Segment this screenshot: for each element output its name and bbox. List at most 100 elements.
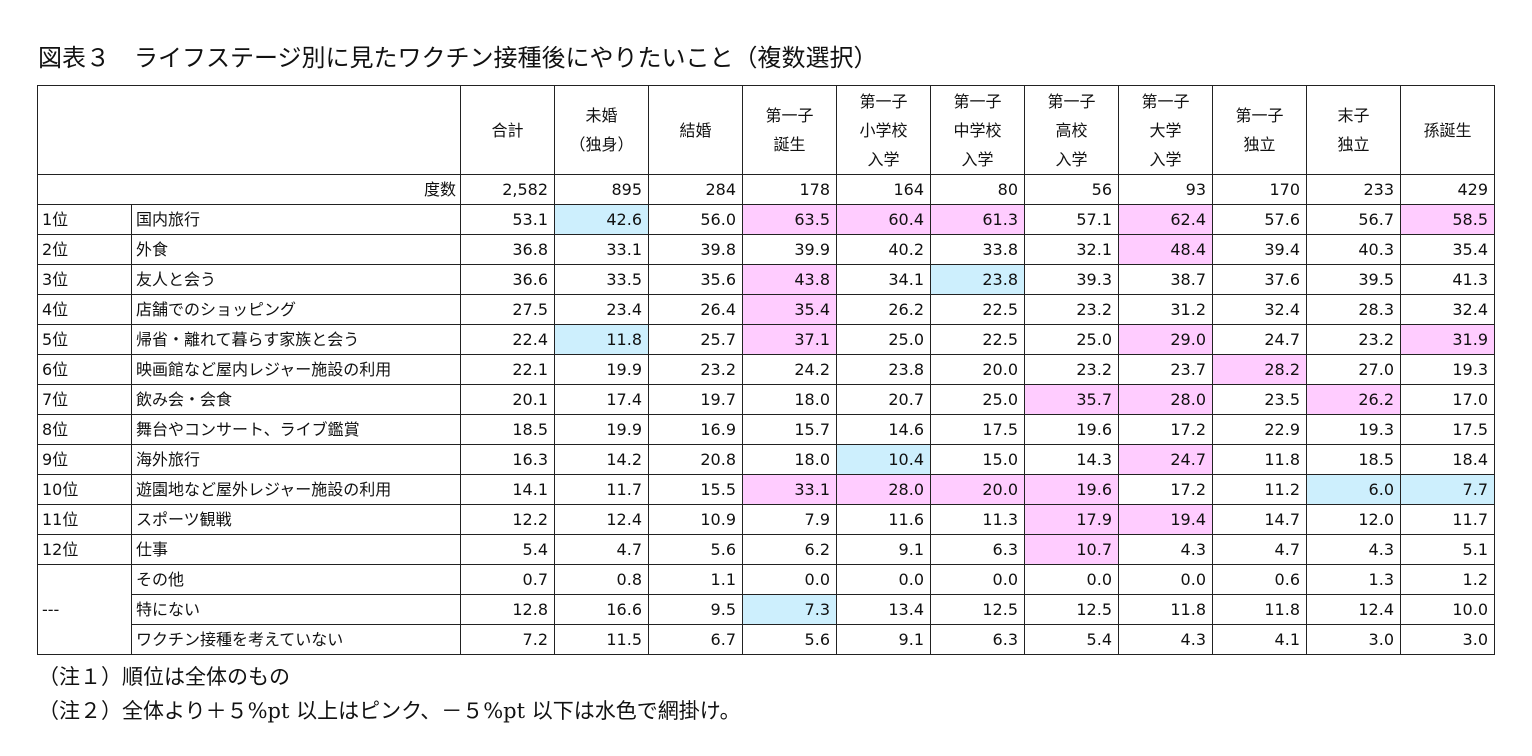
value-cell: 0.7 — [460, 564, 555, 595]
rank-cell: 8位 — [37, 414, 132, 445]
value-cell: 53.1 — [460, 204, 555, 235]
table-row: 6位 映画館など屋内レジャー施設の利用 22.1 19.9 23.2 24.2 23.8 20… — [37, 354, 1495, 385]
value-cell: 29.0 — [1118, 324, 1213, 355]
col-header-line: 入学 — [961, 149, 994, 169]
value-cell: 5.6 — [742, 624, 837, 655]
value-cell: 36.8 — [460, 234, 555, 265]
value-cell: 14.7 — [1212, 504, 1307, 535]
col-header: 第一子 独立 — [1212, 85, 1307, 175]
value-cell: 0.0 — [836, 564, 931, 595]
value-cell: 18.0 — [742, 444, 837, 475]
value-cell: 24.7 — [1118, 444, 1213, 475]
dosu-cell: 233 — [1306, 174, 1401, 205]
value-cell: 15.7 — [742, 414, 837, 445]
item-cell: ワクチン接種を考えていない — [131, 624, 461, 655]
rank-cell: 3位 — [37, 264, 132, 295]
value-cell: 15.5 — [648, 474, 743, 505]
col-header: 未婚 （独身） — [554, 85, 649, 175]
rank-cell: 12位 — [37, 534, 132, 565]
value-cell: 33.8 — [930, 234, 1025, 265]
value-cell: 12.0 — [1306, 504, 1401, 535]
value-cell: 17.2 — [1118, 414, 1213, 445]
value-cell: 14.3 — [1024, 444, 1119, 475]
rank-cell: 9位 — [37, 444, 132, 475]
item-cell: 海外旅行 — [131, 444, 461, 475]
item-cell: 仕事 — [131, 534, 461, 565]
value-cell: 56.7 — [1306, 204, 1401, 235]
item-cell: 飲み会・会食 — [131, 384, 461, 415]
value-cell: 19.3 — [1306, 414, 1401, 445]
dosu-cell: 164 — [836, 174, 931, 205]
table-row: 3位 友人と会う 36.6 33.5 35.6 43.8 34.1 23.8 39.3 38.7 3… — [37, 264, 1495, 295]
notes: （注１）順位は全体のもの （注２）全体より＋５%pt 以上はピンク、－５%pt … — [38, 660, 741, 728]
rank-cell: 4位 — [37, 294, 132, 325]
table-row: 12位 仕事 5.4 4.7 5.6 6.2 9.1 6.3 10.7 4.3 4.7 4.3 5.1 — [37, 534, 1495, 565]
value-cell: 12.4 — [1306, 594, 1401, 625]
value-cell: 17.5 — [1400, 414, 1495, 445]
value-cell: 14.1 — [460, 474, 555, 505]
col-header-line: 孫誕生 — [1423, 120, 1472, 140]
value-cell: 4.3 — [1118, 534, 1213, 565]
value-cell: 62.4 — [1118, 204, 1213, 235]
value-cell: 63.5 — [742, 204, 837, 235]
value-cell: 23.7 — [1118, 354, 1213, 385]
value-cell: 6.7 — [648, 624, 743, 655]
value-cell: 23.5 — [1212, 384, 1307, 415]
value-cell: 9.1 — [836, 624, 931, 655]
col-header-line: 第一子 — [1047, 91, 1096, 111]
value-cell: 6.3 — [930, 534, 1025, 565]
value-cell: 40.3 — [1306, 234, 1401, 265]
col-header: 末子 独立 — [1306, 85, 1401, 175]
value-cell: 5.6 — [648, 534, 743, 565]
value-cell: 42.6 — [554, 204, 649, 235]
col-header-line: 独立 — [1243, 135, 1276, 154]
value-cell: 22.5 — [930, 294, 1025, 325]
value-cell: 5.4 — [460, 534, 555, 565]
value-cell: 19.9 — [554, 414, 649, 445]
value-cell: 39.4 — [1212, 234, 1307, 265]
col-header-line: 第一子 — [1235, 106, 1284, 125]
value-cell: 3.0 — [1400, 624, 1495, 655]
value-cell: 27.5 — [460, 294, 555, 325]
value-cell: 0.6 — [1212, 564, 1307, 595]
value-cell: 39.8 — [648, 234, 743, 265]
col-header-line: 独立 — [1337, 135, 1370, 154]
value-cell: 33.1 — [742, 474, 837, 505]
item-cell: スポーツ観戦 — [131, 504, 461, 535]
col-header-line: 入学 — [1055, 149, 1088, 169]
value-cell: 43.8 — [742, 264, 837, 295]
value-cell: 33.5 — [554, 264, 649, 295]
value-cell: 11.8 — [1118, 594, 1213, 625]
value-cell: 26.2 — [836, 294, 931, 325]
col-header: 第一子 誕生 — [742, 85, 837, 175]
value-cell: 28.3 — [1306, 294, 1401, 325]
value-cell: 9.5 — [648, 594, 743, 625]
value-cell: 28.0 — [836, 474, 931, 505]
value-cell: 4.7 — [1212, 534, 1307, 565]
value-cell: 17.5 — [930, 414, 1025, 445]
col-header-line: 大学 — [1149, 120, 1182, 140]
rank-cell: 7位 — [37, 384, 132, 415]
table-row: 9位 海外旅行 16.3 14.2 20.8 18.0 10.4 15.0 14.3 24.7 11… — [37, 444, 1495, 475]
table-row: 11位 スポーツ観戦 12.2 12.4 10.9 7.9 11.6 11.3 17.9 19.4… — [37, 504, 1495, 535]
table-row: 7位 飲み会・会食 20.1 17.4 19.7 18.0 20.7 25.0 35.7 28.0… — [37, 384, 1495, 415]
value-cell: 3.0 — [1306, 624, 1401, 655]
item-cell: 遊園地など屋外レジャー施設の利用 — [131, 474, 461, 505]
value-cell: 61.3 — [930, 204, 1025, 235]
table-row: ワクチン接種を考えていない 7.2 11.5 6.7 5.6 9.1 6.3 5.4 4.3 4.… — [38, 624, 1495, 655]
value-cell: 0.0 — [1024, 564, 1119, 595]
value-cell: 18.4 — [1400, 444, 1495, 475]
value-cell: 20.7 — [836, 384, 931, 415]
rank-cell: 5位 — [37, 324, 132, 355]
value-cell: 12.4 — [554, 504, 649, 535]
value-cell: 32.1 — [1024, 234, 1119, 265]
value-cell: 27.0 — [1306, 354, 1401, 385]
value-cell: 4.1 — [1212, 624, 1307, 655]
value-cell: 7.9 — [742, 504, 837, 535]
value-cell: 17.2 — [1118, 474, 1213, 505]
rank-cell: 1位 — [37, 204, 132, 235]
note-2: （注２）全体より＋５%pt 以上はピンク、－５%pt 以下は水色で網掛け。 — [38, 699, 741, 723]
item-cell: 舞台やコンサート、ライブ鑑賞 — [131, 414, 461, 445]
value-cell: 60.4 — [836, 204, 931, 235]
value-cell: 17.0 — [1400, 384, 1495, 415]
